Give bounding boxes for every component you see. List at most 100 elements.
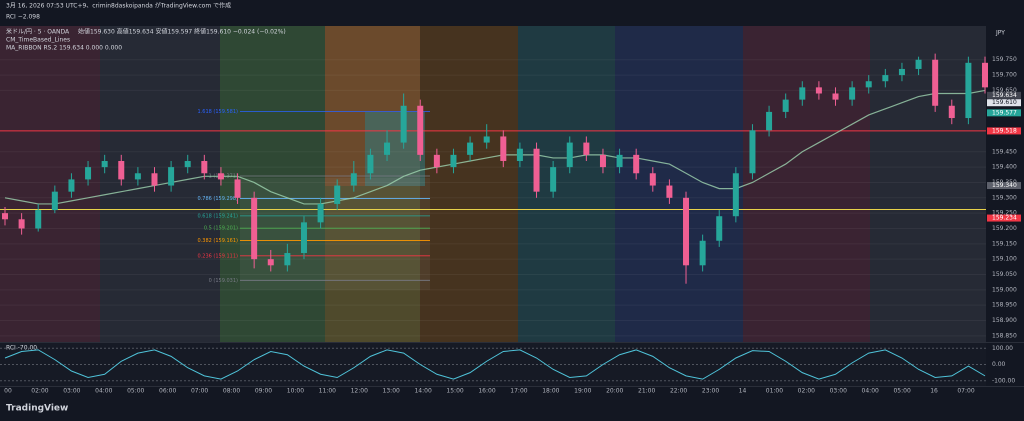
x-tick-label: 12:00 <box>351 388 368 395</box>
candle-body <box>18 219 25 229</box>
candle-body <box>699 240 706 266</box>
candle-body <box>583 142 590 155</box>
candle-body <box>151 173 158 186</box>
x-tick-label: 11:00 <box>319 388 336 395</box>
candle-body <box>948 105 955 119</box>
price-tag <box>987 127 1021 135</box>
candle-body <box>716 216 723 241</box>
y-tick-label: 159.050 <box>992 271 1017 278</box>
candle-body <box>683 197 690 266</box>
x-tick-label: 23:00 <box>702 388 719 395</box>
x-tick-label: 14:00 <box>414 388 431 395</box>
candle-body <box>749 130 756 174</box>
x-tick-label: 02:00 <box>798 388 815 395</box>
y-tick-label: 159.000 <box>992 286 1017 293</box>
candle-body <box>367 154 374 174</box>
fib-label: 0.5 (159.201) <box>204 226 238 232</box>
x-tick-label: 00 <box>4 388 12 395</box>
y-tick-label: 159.100 <box>992 256 1017 263</box>
candle-body <box>566 142 573 168</box>
legend-ribbon: MA_RIBBON RS.2 159.634 0.000 0.000 <box>6 45 122 52</box>
x-tick-label: 16 <box>930 388 938 395</box>
candle-body <box>633 154 640 174</box>
fib-label: 0.618 (159.241) <box>198 213 239 219</box>
x-tick-label: 03:00 <box>830 388 847 395</box>
brand: TradingView <box>6 404 68 414</box>
price-tag <box>987 182 1021 190</box>
y-tick-label: 159.400 <box>992 164 1017 171</box>
x-tick-label: 04:00 <box>95 388 112 395</box>
candle-body <box>317 203 324 223</box>
price-tag-label: 159.577 <box>992 109 1017 116</box>
fib-label: 1.618 (159.581) <box>198 109 239 115</box>
candle-body <box>350 173 357 186</box>
candle-body <box>184 160 191 168</box>
candle-body <box>450 154 457 168</box>
x-tick-label: 19:00 <box>574 388 591 395</box>
legend-lines: CM_TimeBased_Lines <box>6 37 70 44</box>
candle-body <box>467 142 474 155</box>
x-tick-label: 14 <box>739 388 747 395</box>
candle-body <box>550 167 557 192</box>
y-tick-label: 159.250 <box>992 210 1017 217</box>
price-tag-label: 159.340 <box>992 182 1017 189</box>
fib-label: 0.382 (159.161) <box>198 238 239 244</box>
legend-ohlc: 始値159.630 高値159.634 安値159.597 終値159.610 … <box>78 28 286 36</box>
candle-body <box>251 197 258 260</box>
indicator-label: RCI −2.098 <box>6 14 40 21</box>
candle-body <box>201 160 208 174</box>
y-tick-label: 159.300 <box>992 194 1017 201</box>
fib-label: 0 (159.031) <box>209 278 238 284</box>
x-tick-label: 07:00 <box>191 388 208 395</box>
candle-body <box>616 154 623 168</box>
candle-body <box>965 62 972 119</box>
candle-body <box>400 105 407 143</box>
candle-body <box>666 185 673 198</box>
session-bands <box>0 26 986 342</box>
y-tick-label: 159.450 <box>992 148 1017 155</box>
currency: JPY <box>995 30 1005 37</box>
x-tick-label: 02:00 <box>31 388 48 395</box>
candle-body <box>649 173 656 186</box>
candle-body <box>284 253 291 266</box>
candle-body <box>766 111 773 131</box>
candle-body <box>982 62 988 88</box>
candle-body <box>815 87 822 94</box>
candle-body <box>35 210 42 229</box>
candle-body <box>2 213 8 220</box>
candle-body <box>516 148 523 161</box>
y-tick-label: 158.950 <box>992 302 1017 309</box>
price-tag-label: 159.634 <box>992 92 1017 99</box>
x-tick-label: 21:00 <box>638 388 655 395</box>
price-tag <box>987 214 1021 222</box>
x-tick-label: 05:00 <box>127 388 144 395</box>
candle-body <box>500 136 507 161</box>
candle-body <box>68 179 75 192</box>
x-tick-label: 18:00 <box>542 388 559 395</box>
candle-body <box>384 142 391 155</box>
x-tick-label: 04:00 <box>862 388 879 395</box>
x-tick-label: 10:00 <box>287 388 304 395</box>
fib-label: 0.786 (159.298) <box>198 196 239 202</box>
candle-body <box>483 136 490 143</box>
candle-body <box>101 160 108 168</box>
y-tick-label: 159.650 <box>992 87 1017 94</box>
candle-body <box>217 173 224 180</box>
y-tick-label: 159.200 <box>992 225 1017 232</box>
x-tick-label: 22:00 <box>670 388 687 395</box>
rci-tick-label: -100.00 <box>992 377 1015 384</box>
candle-body <box>234 179 241 198</box>
price-tag-label: 159.234 <box>992 215 1017 222</box>
candle-body <box>433 154 440 168</box>
candle-body <box>134 173 141 180</box>
candle-body <box>118 160 125 180</box>
x-tick-label: 05:00 <box>893 388 910 395</box>
candle-body <box>334 185 341 204</box>
price-tag-label: 159.610 <box>992 99 1017 106</box>
candle-body <box>882 75 889 82</box>
candle-body <box>85 167 92 180</box>
candle-body <box>533 148 540 192</box>
x-tick-label: 03:00 <box>63 388 80 395</box>
candle-body <box>51 191 58 211</box>
price-tag <box>987 91 1021 99</box>
